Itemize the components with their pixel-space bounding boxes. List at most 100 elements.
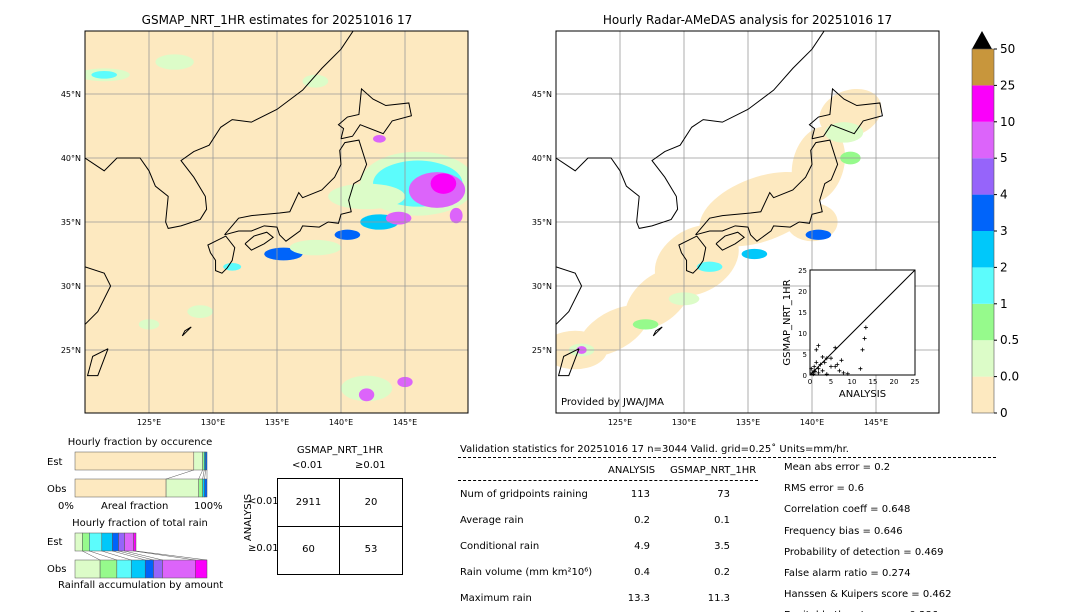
rain-area (385, 211, 412, 225)
rain-segment-est (118, 532, 125, 552)
score-item: Equitable threat score = 0.386 (784, 610, 938, 612)
rain-segment-est (82, 532, 90, 552)
cell-false-alarm: 20 (364, 497, 378, 508)
scatter-point (816, 366, 821, 371)
scatter-x-tick: 20 (890, 378, 899, 386)
scatter-x-tick: 10 (848, 378, 857, 386)
rain-area (328, 183, 405, 210)
scatter-point (811, 372, 816, 377)
connector-line (82, 550, 101, 561)
colorbar-extend-arrow (972, 31, 992, 49)
score-item: Correlation coeff = 0.648 (784, 504, 911, 516)
rain-area (187, 305, 213, 318)
stat-analysis: 113 (630, 489, 650, 500)
rain-area (430, 173, 457, 194)
rain-segment-est (112, 532, 119, 552)
occurrence-segment-est (74, 451, 195, 471)
rain-segment-obs (130, 559, 146, 579)
coastline (678, 235, 707, 274)
lon-tick-label: 135°E (265, 418, 289, 427)
scatter-y-tick: 20 (798, 288, 807, 296)
rain-segment-est (133, 532, 137, 552)
colorbar: 0 0.01 0.5 1 2 3 4 5 10 25 50 (971, 31, 1020, 420)
colorbar-label: 0.5 (1000, 333, 1019, 347)
stats-header: Validation statistics for 20251016 17 n=… (460, 444, 849, 455)
stat-label: Num of gridpoints raining (460, 489, 588, 500)
rain-segment-obs (74, 559, 101, 579)
rain-area (334, 229, 361, 240)
rain-obs-label: Obs (47, 564, 67, 575)
scatter-point (816, 343, 821, 348)
col-label-1: ≥0.01 (355, 460, 386, 471)
colorbar-label: 3 (1000, 224, 1008, 238)
scatter-point (816, 370, 821, 375)
row-label-1: ≥0.01 (248, 543, 279, 554)
coastline (207, 235, 236, 274)
occurrence-segment-obs (74, 478, 167, 498)
stat-analysis: 4.9 (634, 541, 650, 552)
occurrence-segment-obs (204, 478, 208, 498)
stat-gsmap: 0.1 (714, 515, 730, 526)
coastline (808, 87, 883, 140)
score-item: Hanssen & Kuipers score = 0.462 (784, 589, 952, 601)
rain-segment-est (101, 532, 113, 552)
scatter-point (863, 325, 868, 330)
occurrence-segment-est (193, 451, 203, 471)
col-analysis: ANALYSIS (608, 465, 656, 476)
connector-line (124, 550, 163, 561)
lat-tick-label: 40°N (532, 154, 552, 163)
lat-tick-label: 45°N (532, 90, 552, 99)
rain-est-label: Est (47, 537, 63, 548)
rain-fraction-title: Hourly fraction of total rain (72, 518, 208, 529)
colorbar-label: 5 (1000, 151, 1008, 165)
colorbar-label: 50 (1000, 42, 1015, 56)
scatter-point (833, 345, 838, 350)
scatter-point (862, 336, 867, 341)
rain-xlabel: Rainfall accumulation by amount (58, 580, 224, 591)
lat-tick-label: 45°N (61, 90, 81, 99)
scatter-x-tick: 15 (869, 378, 878, 386)
cell-miss: 60 (302, 544, 315, 555)
rain-segment-obs (99, 559, 118, 579)
colorbar-segment (972, 376, 994, 413)
rain-segment-est (74, 532, 83, 552)
lat-tick-label: 40°N (61, 154, 81, 163)
colorbar-segment (972, 121, 994, 159)
coastline (181, 326, 192, 337)
stat-gsmap: 73 (717, 489, 730, 500)
rain-area (696, 261, 723, 272)
colorbar-label: 0 (1000, 406, 1008, 420)
occ-obs-label: Obs (47, 484, 67, 495)
right-map-title: Hourly Radar-AMeDAS analysis for 2025101… (602, 13, 893, 27)
lon-tick-label: 140°E (329, 418, 353, 427)
stat-label: Rain volume (mm km²10⁶) (460, 567, 593, 578)
col-label-0: <0.01 (292, 460, 323, 471)
scatter-y-tick: 0 (803, 372, 807, 380)
rain-area (805, 229, 832, 240)
coastline (695, 139, 839, 242)
scatter-point (814, 360, 819, 365)
connector-line (133, 550, 196, 561)
credit-label: Provided by JWA/JMA (561, 397, 664, 408)
stat-gsmap: 3.5 (714, 541, 730, 552)
rain-area (223, 262, 242, 271)
colorbar-segment (972, 158, 994, 195)
rain-segment-obs (162, 559, 196, 579)
lat-tick-label: 25°N (532, 346, 552, 355)
colorbar-label: 4 (1000, 188, 1008, 202)
colorbar-label: 10 (1000, 115, 1015, 129)
scatter-point (835, 362, 840, 367)
stat-label: Conditional rain (460, 541, 540, 552)
cell-hit: 53 (364, 544, 378, 555)
scatter-point (820, 368, 825, 373)
rain-area (741, 248, 768, 260)
row-label-0: <0.01 (248, 496, 279, 507)
rain-area (302, 74, 329, 88)
coastline (224, 139, 368, 242)
maps-layer: 125°E 130°E 135°E 140°E 145°E 45°N 40°N 35°N 30°… (61, 30, 940, 427)
col-gsmap: GSMAP_NRT_1HR (670, 465, 757, 476)
scatter-point (839, 358, 844, 363)
scatter-y-tick: 15 (798, 309, 807, 317)
scatter-point (822, 360, 827, 365)
fraction-bars (74, 451, 208, 579)
